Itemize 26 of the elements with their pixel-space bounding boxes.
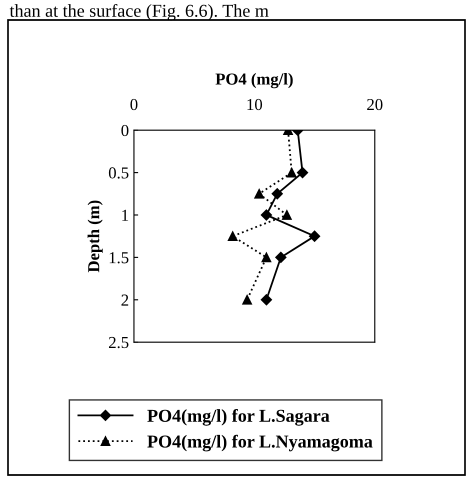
point [296,166,308,178]
y-axis-title: Depth (m) [88,200,103,272]
point [260,209,272,221]
point [228,231,238,242]
point [308,230,320,242]
point [254,188,264,199]
y-tick-label: 1.5 [110,252,128,264]
y-tick-label: 2 [121,294,128,306]
point [272,188,283,200]
y-tick-label: 0.5 [108,167,128,179]
y-tick-label: 0 [121,124,128,136]
point [286,168,297,178]
y-tick-label: 1 [122,210,128,221]
x-tick-label: 20 [367,98,382,110]
x-tick-label: 10 [247,98,262,110]
y-tick-label: 2.5 [108,336,128,348]
legend-label: PO4(mg/l) for L.Sagara [147,409,330,426]
x-axis-title: PO4 (mg/l) [216,72,293,88]
x-tick-label: 0 [130,98,138,110]
point [282,210,292,220]
legend-label: PO4(mg/l) for L.Nyamagoma [147,434,373,452]
text: than at the surface (Fig. 6.6). The m [10,4,269,21]
point [260,294,272,306]
point [275,252,286,263]
point [262,252,272,262]
point [242,294,252,305]
